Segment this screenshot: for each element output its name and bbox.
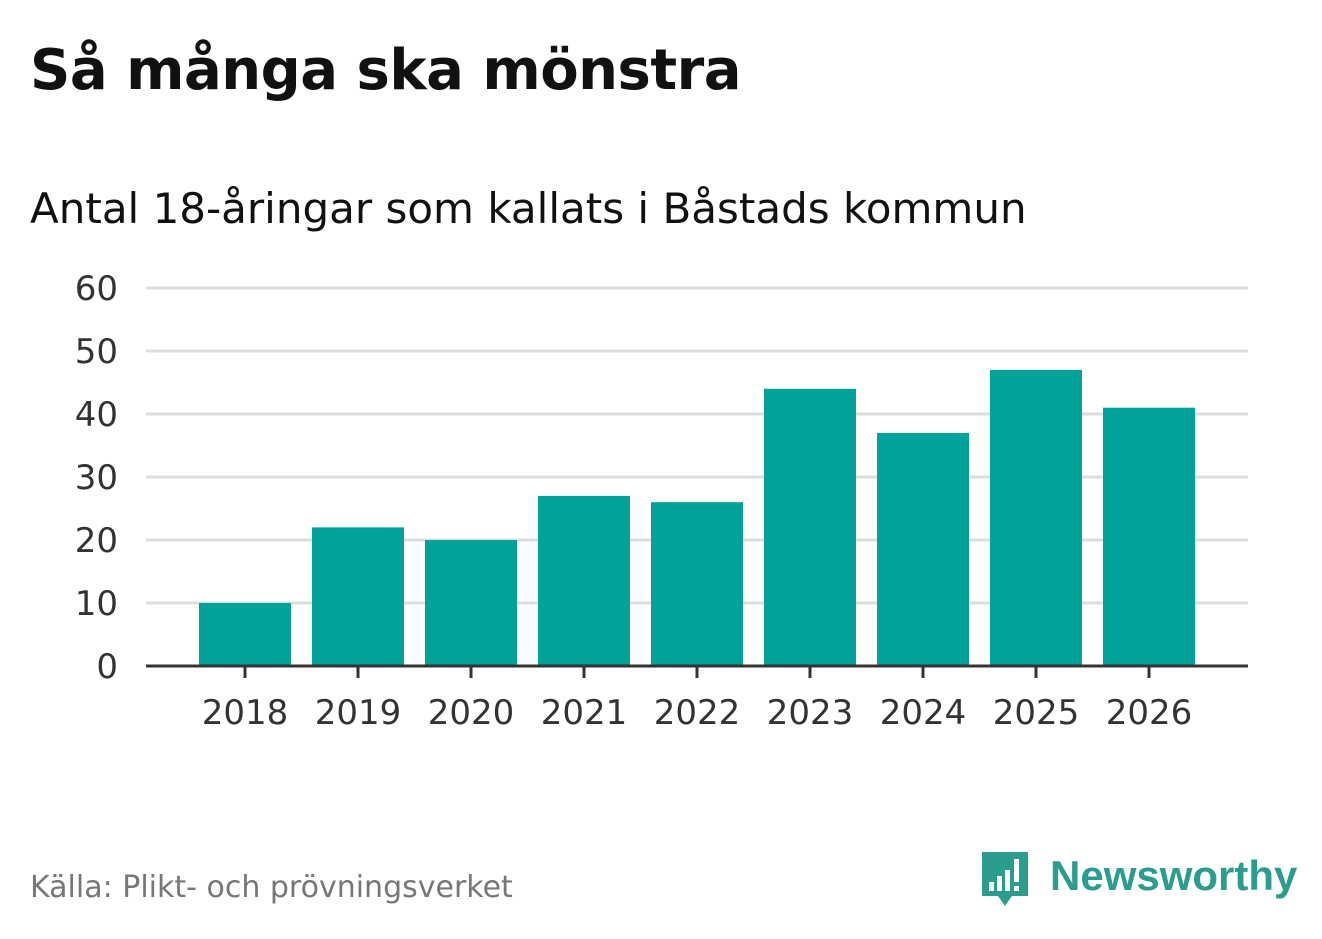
chart-subtitle: Antal 18-åringar som kallats i Båstads k… bbox=[30, 184, 1027, 233]
x-tick-label: 2026 bbox=[1106, 693, 1193, 733]
y-tick-label: 10 bbox=[75, 584, 118, 624]
bar bbox=[1103, 407, 1195, 666]
y-tick-label: 0 bbox=[96, 647, 118, 687]
x-tick-label: 2020 bbox=[428, 693, 515, 733]
y-tick-label: 60 bbox=[75, 269, 118, 309]
y-tick-label: 50 bbox=[75, 332, 118, 372]
x-tick-label: 2025 bbox=[993, 693, 1080, 733]
x-tick-label: 2021 bbox=[541, 693, 628, 733]
x-tick-label: 2023 bbox=[767, 693, 854, 733]
x-tick-label: 2019 bbox=[315, 693, 402, 733]
bar bbox=[651, 502, 743, 666]
bar bbox=[877, 432, 969, 666]
chart-title: Så många ska mönstra bbox=[30, 38, 742, 103]
source-note: Källa: Plikt- och prövningsverket bbox=[30, 870, 513, 905]
bar bbox=[764, 388, 856, 666]
newsworthy-logo-icon bbox=[982, 852, 1028, 906]
brand-logo: Newsworthy bbox=[980, 848, 1297, 912]
x-tick-label: 2018 bbox=[202, 693, 289, 733]
y-tick-label: 20 bbox=[75, 521, 118, 561]
bar bbox=[538, 495, 630, 666]
x-tick-label: 2024 bbox=[880, 693, 967, 733]
bar bbox=[312, 527, 404, 666]
y-tick-label: 40 bbox=[75, 395, 118, 435]
y-tick-label: 30 bbox=[75, 458, 118, 498]
x-tick-label: 2022 bbox=[654, 693, 741, 733]
brand-name: Newsworthy bbox=[1050, 852, 1298, 899]
bar bbox=[425, 540, 517, 666]
bar bbox=[199, 603, 291, 666]
bar bbox=[990, 369, 1082, 666]
